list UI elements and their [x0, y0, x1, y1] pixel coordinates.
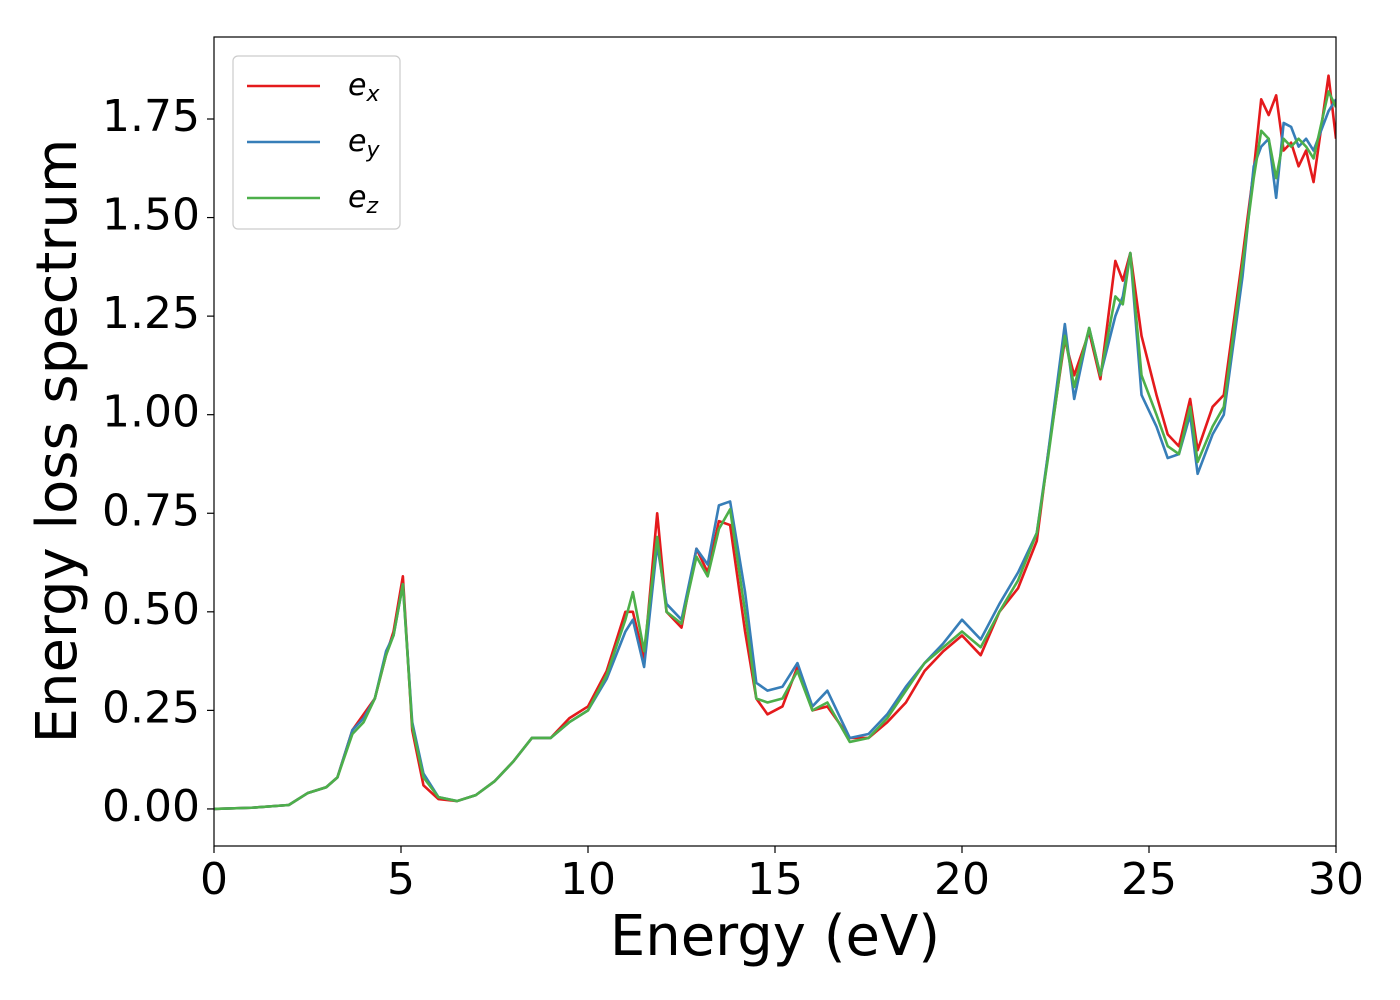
y-tick-label: 1.25 — [102, 288, 200, 339]
x-axis-label: Energy (eV) — [610, 904, 940, 969]
y-tick-label: 1.75 — [102, 91, 200, 142]
legend-label: ex — [348, 68, 380, 108]
series-line — [214, 90, 1336, 811]
x-tick-label: 20 — [934, 854, 990, 905]
y-tick-label: 0.75 — [102, 485, 200, 536]
x-tick-label: 30 — [1308, 854, 1364, 905]
series-line — [214, 98, 1336, 811]
y-tick-label: 1.50 — [102, 190, 200, 241]
legend-label: ey — [348, 124, 380, 164]
y-tick-label: 1.00 — [102, 387, 200, 438]
x-tick-label: 15 — [747, 854, 803, 905]
y-tick-label: 0.25 — [102, 682, 200, 733]
y-axis-label: Energy loss spectrum — [25, 139, 90, 744]
x-tick-label: 10 — [560, 854, 616, 905]
y-tick-label: 0.50 — [102, 584, 200, 635]
x-tick-label: 25 — [1121, 854, 1177, 905]
legend-label: ez — [348, 180, 378, 220]
x-tick-label: 0 — [200, 854, 228, 905]
series-line — [214, 74, 1336, 811]
y-tick-label: 0.00 — [102, 781, 200, 832]
plot-frame — [213, 36, 1337, 847]
x-tick-label: 5 — [387, 854, 415, 905]
